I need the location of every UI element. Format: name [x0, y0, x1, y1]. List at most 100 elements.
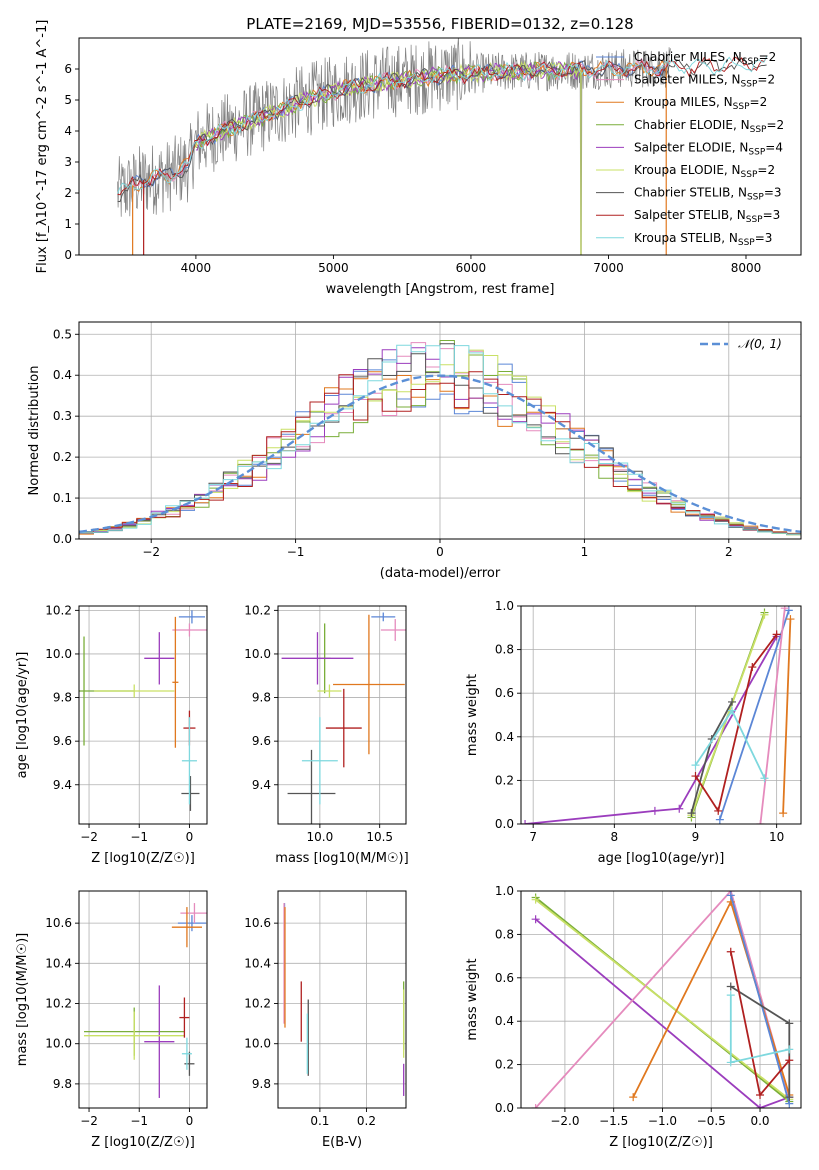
y-tick-label: 10.0: [244, 1037, 271, 1051]
error-bar-point: [172, 616, 179, 748]
x-tick-label: −1.5: [599, 1114, 628, 1128]
x-tick-label: 8: [611, 830, 619, 844]
x-tick-label: 5000: [318, 261, 349, 275]
mass-weight-marker: [687, 809, 696, 818]
mass-weight-vs-metallicity-panel: −2.0 −1.5 −1.0 −0.5 0.0 0.0 0.2 0.4 0.6 0.8 1.0 Z […: [465, 884, 802, 1150]
y-axis-label: Normed distribution: [27, 366, 42, 496]
y-tick-label: 9.8: [53, 691, 72, 705]
legend-entry: Chabrier STELIB, NSSP=3: [634, 186, 782, 203]
y-tick-label: 2: [64, 186, 72, 200]
y-tick-label: 0.8: [495, 643, 514, 657]
x-tick-label: −2: [80, 830, 98, 844]
legend-main-text: Salpeter STELIB, N: [634, 208, 746, 222]
y-tick-label: 0.0: [495, 1101, 514, 1115]
y-tick-label: 0.4: [495, 1014, 514, 1028]
error-bar-point: [177, 915, 206, 932]
error-bar-point: [180, 903, 207, 924]
y-tick-label: 0.0: [495, 817, 514, 831]
legend-subscript: SSP: [738, 238, 755, 248]
x-tick-label: 7: [529, 830, 537, 844]
x-tick-label: 1: [581, 545, 589, 559]
y-tick-label: 6: [64, 62, 72, 76]
x-tick-label: 0: [186, 830, 194, 844]
legend-tail-text: =2: [757, 73, 775, 87]
y-tick-label: 0.4: [53, 368, 72, 382]
plot-frame: [277, 890, 407, 1109]
y-tick-label: 0.2: [53, 450, 72, 464]
legend-entry: Salpeter STELIB, NSSP=3: [634, 208, 780, 225]
mass-weight-marker: [785, 1093, 794, 1102]
x-axis-label: E(B-V): [322, 1135, 362, 1150]
x-tick-label: −2: [142, 545, 160, 559]
x-tick-label: −1.0: [648, 1114, 677, 1128]
x-tick-label: 4000: [181, 261, 212, 275]
y-axis-label: mass weight: [465, 674, 480, 756]
legend-main-text: Chabrier STELIB, N: [634, 186, 747, 200]
mass-weight-marker: [726, 982, 735, 991]
mass-weight-line: [694, 633, 778, 814]
x-axis-label: Z [log10(Z/Z☉)]: [91, 851, 195, 866]
legend-subscript: SSP: [746, 215, 763, 225]
y-tick-label: 10.4: [244, 956, 271, 970]
plot-area: [84, 903, 207, 1098]
error-bar-point: [281, 632, 354, 685]
mass-weight-marker: [726, 991, 735, 1000]
y-axis-label: age [log10(age/yr)]: [15, 652, 30, 779]
y-tick-label: 10.4: [45, 956, 72, 970]
plot-area: [79, 340, 801, 536]
y-tick-label: 10.0: [45, 1037, 72, 1051]
y-tick-label: 10.6: [244, 916, 271, 930]
x-tick-label: 0.0: [750, 1114, 769, 1128]
x-tick-label: 8000: [731, 261, 762, 275]
y-tick-label: 0.1: [53, 491, 72, 505]
figure-title: PLATE=2169, MJD=53556, FIBERID=0132, z=0…: [246, 15, 633, 33]
x-tick-label: 0.1: [310, 1114, 329, 1128]
legend-main-text: Salpeter ELODIE, N: [634, 140, 748, 154]
error-bar-point: [287, 749, 336, 824]
error-bar-point: [172, 623, 207, 637]
y-tick-label: 10.2: [45, 603, 72, 617]
legend-main-text: Salpeter MILES, N: [634, 73, 741, 87]
x-tick-label: 10.0: [307, 830, 334, 844]
y-tick-label: 10.0: [244, 647, 271, 661]
mass-weight-marker: [772, 630, 781, 639]
mass-weight-line: [525, 636, 778, 824]
plot-frame: [78, 321, 802, 540]
error-bar-point: [181, 1037, 192, 1070]
mass-weight-marker: [784, 606, 793, 615]
mass-weight-line: [759, 608, 786, 824]
legend-subscript: SSP: [747, 193, 764, 203]
mass-weight-marker: [779, 809, 788, 818]
legend-tail-text: =2: [757, 163, 775, 177]
mass-weight-marker: [785, 1056, 794, 1065]
mass-weight-marker: [650, 806, 659, 815]
mass-vs-ebv-panel: 0.1 0.2 9.8 10.0 10.2 10.4 10.6 E(B-V): [244, 890, 407, 1150]
y-tick-label: 10.0: [45, 647, 72, 661]
legend-subscript: SSP: [733, 102, 750, 112]
y-tick-label: 3: [64, 155, 72, 169]
mass-weight-marker: [691, 772, 700, 781]
y-axis-label: Flux [f_λ10^-17 erg cm^-2 s^-1 A^-1]: [35, 20, 50, 274]
mass-weight-line: [729, 895, 791, 1104]
error-bar-point: [178, 610, 205, 624]
legend-subscript: SSP: [741, 80, 758, 90]
legend-main-text: Chabrier ELODIE, N: [634, 118, 750, 132]
error-bar-point: [317, 684, 342, 698]
legend-entry: Salpeter MILES, NSSP=2: [634, 73, 775, 90]
legend-main-text: Chabrier MILES, N: [634, 50, 742, 64]
mass-weight-line: [535, 918, 790, 1108]
error-bar-point: [181, 776, 200, 811]
y-tick-label: 9.6: [53, 734, 72, 748]
y-tick-label: 0.5: [53, 327, 72, 341]
mass-weight-marker: [756, 820, 765, 824]
legend-main-text: Kroupa ELODIE, N: [634, 163, 741, 177]
mass-weight-marker: [786, 615, 795, 624]
spectrum-panel: 4000 5000 6000 7000 8000 0 1 2 3 4 5 6 wavelength [A…: [35, 20, 802, 297]
mass-weight-marker: [756, 1104, 765, 1108]
mass-weight-marker: [675, 804, 684, 813]
age-vs-mass-panel: 10.0 10.5 9.4 9.6 9.8 10.0 10.2 mass [log10(M/M…: [244, 603, 408, 866]
x-axis-label: wavelength [Angstrom, rest frame]: [326, 282, 555, 297]
mass-weight-line: [782, 619, 792, 814]
y-tick-label: 10.6: [45, 916, 72, 930]
legend-entry: Chabrier ELODIE, NSSP=2: [634, 118, 784, 135]
